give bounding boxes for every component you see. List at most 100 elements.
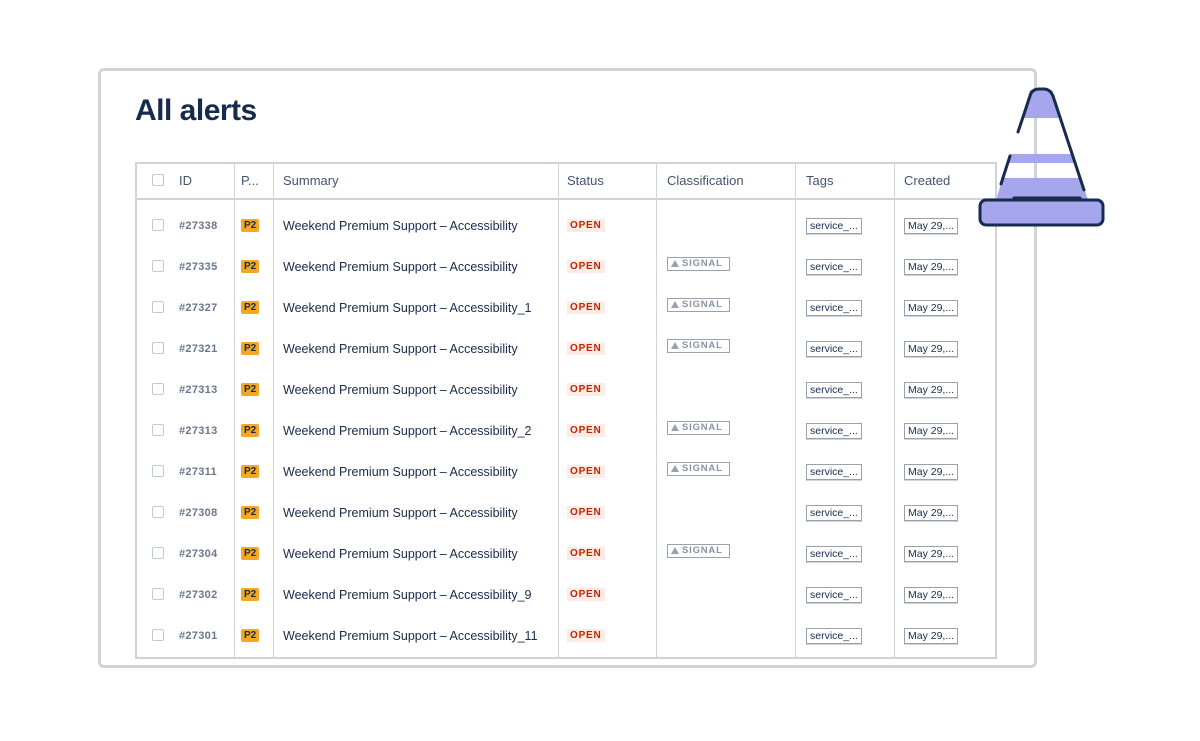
alert-id[interactable]: #27321 [179,342,218,355]
table-row[interactable]: #27327 P2 Weekend Premium Support – Access… [137,287,995,328]
row-checkbox[interactable] [152,383,164,395]
status-badge: OPEN [567,465,605,478]
table-row[interactable]: #27313 P2 Weekend Premium Support – Access… [137,410,995,451]
warning-triangle-icon [671,547,679,554]
priority-badge: P2 [241,424,260,437]
alert-summary[interactable]: Weekend Premium Support – Accessibility_… [283,300,532,315]
created-date: May 29,... [904,299,959,316]
column-header-priority[interactable]: P... [241,173,259,188]
row-checkbox[interactable] [152,506,164,518]
tag-chip[interactable]: service_... [806,299,862,316]
column-header-summary[interactable]: Summary [283,173,339,188]
select-all-checkbox[interactable] [152,174,164,186]
tag-chip[interactable]: service_... [806,586,862,603]
row-checkbox[interactable] [152,219,164,231]
tag-chip[interactable]: service_... [806,463,862,480]
tag-chip[interactable]: service_... [806,545,862,562]
warning-triangle-icon [671,342,679,349]
created-date: May 29,... [904,381,959,398]
table-row[interactable]: #27313 P2 Weekend Premium Support – Access… [137,369,995,410]
alert-id[interactable]: #27327 [179,301,218,314]
priority-badge: P2 [241,465,260,478]
priority-badge: P2 [241,260,260,273]
row-checkbox[interactable] [152,547,164,559]
page-title: All alerts [135,94,257,127]
alert-id[interactable]: #27304 [179,547,218,560]
warning-triangle-icon [671,424,679,431]
classification-label: SIGNAL [682,544,723,556]
status-badge: OPEN [567,301,605,314]
status-badge: OPEN [567,219,605,232]
alert-id[interactable]: #27313 [179,383,218,396]
warning-triangle-icon [671,260,679,267]
table-row[interactable]: #27302 P2 Weekend Premium Support – Access… [137,574,995,615]
column-header-created[interactable]: Created [904,173,951,188]
table-row[interactable]: #27311 P2 Weekend Premium Support – Access… [137,451,995,492]
status-badge: OPEN [567,629,605,642]
status-badge: OPEN [567,383,605,396]
alert-summary[interactable]: Weekend Premium Support – Accessibility [283,464,518,479]
alert-summary[interactable]: Weekend Premium Support – Accessibility [283,259,518,274]
alert-summary[interactable]: Weekend Premium Support – Accessibility_… [283,423,532,438]
row-checkbox[interactable] [152,301,164,313]
alert-summary[interactable]: Weekend Premium Support – Accessibility [283,218,518,233]
row-checkbox[interactable] [152,424,164,436]
alert-summary[interactable]: Weekend Premium Support – Accessibility [283,505,518,520]
alert-id[interactable]: #27338 [179,219,218,232]
column-header-status[interactable]: Status [567,173,604,188]
warning-triangle-icon [671,301,679,308]
created-date: May 29,... [904,217,959,234]
alert-id[interactable]: #27313 [179,424,218,437]
table-row[interactable]: #27304 P2 Weekend Premium Support – Access… [137,533,995,574]
column-header-id[interactable]: ID [179,173,192,188]
traffic-cone-icon [978,87,1105,227]
table-row[interactable]: #27338 P2 Weekend Premium Support – Access… [137,205,995,246]
alert-summary[interactable]: Weekend Premium Support – Accessibility [283,341,518,356]
classification-label: SIGNAL [682,298,723,310]
alert-id[interactable]: #27311 [179,465,217,478]
tag-chip[interactable]: service_... [806,217,862,234]
table-row[interactable]: #27308 P2 Weekend Premium Support – Access… [137,492,995,533]
tag-chip[interactable]: service_... [806,504,862,521]
table-header: ID P... Summary Status Classification Ta… [137,164,995,200]
created-date: May 29,... [904,463,959,480]
row-checkbox[interactable] [152,260,164,272]
column-divider [656,164,657,657]
alert-id[interactable]: #27302 [179,588,218,601]
column-divider [894,164,895,657]
column-header-classification[interactable]: Classification [667,173,744,188]
classification-badge: SIGNAL [667,338,730,353]
classification-badge: SIGNAL [667,420,730,435]
status-badge: OPEN [567,260,605,273]
alert-id[interactable]: #27335 [179,260,218,273]
tag-chip[interactable]: service_... [806,422,862,439]
tag-chip[interactable]: service_... [806,381,862,398]
tag-chip[interactable]: service_... [806,627,862,644]
row-checkbox[interactable] [152,588,164,600]
row-checkbox[interactable] [152,342,164,354]
alert-id[interactable]: #27301 [179,629,218,642]
row-checkbox[interactable] [152,629,164,641]
created-date: May 29,... [904,504,959,521]
tag-chip[interactable]: service_... [806,340,862,357]
table-row[interactable]: #27321 P2 Weekend Premium Support – Access… [137,328,995,369]
alert-summary[interactable]: Weekend Premium Support – Accessibility_… [283,628,538,643]
status-badge: OPEN [567,424,605,437]
tag-chip[interactable]: service_... [806,258,862,275]
classification-badge: SIGNAL [667,543,730,558]
table-row[interactable]: #27301 P2 Weekend Premium Support – Access… [137,615,995,656]
classification-label: SIGNAL [682,462,723,474]
classification-label: SIGNAL [682,339,723,351]
alert-summary[interactable]: Weekend Premium Support – Accessibility [283,546,518,561]
column-divider [795,164,796,657]
alert-id[interactable]: #27308 [179,506,218,519]
row-checkbox[interactable] [152,465,164,477]
column-header-tags[interactable]: Tags [806,173,834,188]
column-divider [273,164,274,657]
status-badge: OPEN [567,342,605,355]
table-row[interactable]: #27335 P2 Weekend Premium Support – Access… [137,246,995,287]
status-badge: OPEN [567,506,605,519]
alert-summary[interactable]: Weekend Premium Support – Accessibility [283,382,518,397]
created-date: May 29,... [904,586,959,603]
alert-summary[interactable]: Weekend Premium Support – Accessibility_… [283,587,532,602]
